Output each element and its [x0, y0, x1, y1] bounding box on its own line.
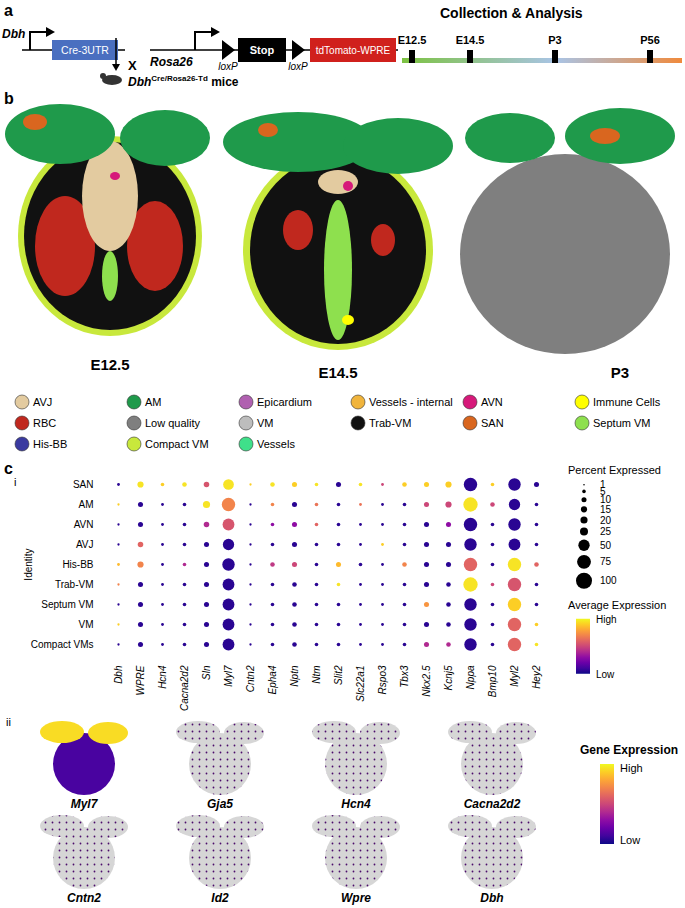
svg-text:Gene Expression: Gene Expression	[580, 743, 678, 757]
svg-text:Slit2: Slit2	[333, 665, 344, 685]
svg-text:Dbh: Dbh	[480, 891, 503, 905]
svg-text:Hey2: Hey2	[531, 665, 542, 689]
svg-text:VM: VM	[257, 417, 274, 429]
svg-text:Cacna2d2: Cacna2d2	[464, 797, 521, 811]
svg-text:Trab-VM: Trab-VM	[369, 417, 411, 429]
svg-text:100: 100	[600, 575, 617, 586]
svg-text:P3: P3	[611, 364, 629, 381]
svg-text:VM: VM	[79, 619, 94, 630]
svg-text:E14.5: E14.5	[318, 364, 357, 381]
svg-text:loxP: loxP	[288, 61, 308, 72]
svg-text:ii: ii	[6, 716, 11, 728]
svg-text:Cacna2d2: Cacna2d2	[179, 665, 190, 711]
svg-text:c: c	[4, 460, 13, 477]
svg-text:Wpre: Wpre	[341, 891, 371, 905]
svg-text:AVJ: AVJ	[76, 539, 94, 550]
svg-text:Compact VM: Compact VM	[145, 438, 209, 450]
svg-text:AM: AM	[145, 396, 162, 408]
svg-text:Septum VM: Septum VM	[41, 599, 93, 610]
svg-text:Nkx2.5: Nkx2.5	[421, 665, 432, 697]
svg-text:Myl7: Myl7	[223, 665, 234, 687]
svg-text:Nppa: Nppa	[465, 665, 476, 689]
svg-text:Bmp10: Bmp10	[487, 665, 498, 697]
svg-text:Epha4: Epha4	[267, 665, 278, 694]
svg-text:P56: P56	[640, 34, 660, 46]
svg-text:Dbh: Dbh	[113, 665, 124, 684]
svg-text:AVN: AVN	[481, 396, 503, 408]
svg-text:Hcn4: Hcn4	[341, 797, 371, 811]
svg-text:AVN: AVN	[74, 519, 94, 530]
svg-text:Average Expression: Average Expression	[568, 599, 666, 611]
svg-text:Id2: Id2	[211, 891, 229, 905]
svg-text:20: 20	[600, 515, 612, 526]
svg-text:Myl2: Myl2	[509, 665, 520, 687]
svg-text:Tbx3: Tbx3	[399, 665, 410, 688]
svg-text:High: High	[620, 762, 643, 774]
svg-text:AM: AM	[79, 499, 94, 510]
svg-text:Myl7: Myl7	[71, 797, 99, 811]
svg-text:His-BB: His-BB	[62, 559, 93, 570]
svg-text:b: b	[4, 90, 14, 107]
svg-text:Dbh: Dbh	[2, 27, 25, 41]
svg-text:Rosa26: Rosa26	[150, 55, 193, 69]
svg-text:Kcnj5: Kcnj5	[443, 665, 454, 690]
svg-text:Immune Cells: Immune Cells	[593, 396, 661, 408]
svg-text:Collection & Analysis: Collection & Analysis	[440, 5, 583, 21]
svg-text:DbhCre/Rosa26-Td mice: DbhCre/Rosa26-Td mice	[128, 74, 239, 89]
svg-text:Compact VMs: Compact VMs	[31, 639, 94, 650]
svg-text:His-BB: His-BB	[33, 438, 67, 450]
svg-text:E12.5: E12.5	[398, 34, 427, 46]
svg-text:Slc22a1: Slc22a1	[355, 666, 366, 702]
svg-text:Rspo3: Rspo3	[377, 665, 388, 694]
svg-text:tdTomato-WPRE: tdTomato-WPRE	[316, 45, 391, 56]
svg-text:Low quality: Low quality	[145, 417, 201, 429]
svg-text:WPRE: WPRE	[135, 665, 146, 695]
svg-text:Cntn2: Cntn2	[245, 665, 256, 692]
svg-text:10: 10	[600, 494, 612, 506]
svg-text:75: 75	[600, 556, 612, 567]
svg-text:25: 25	[600, 526, 612, 537]
svg-text:Stop: Stop	[250, 44, 275, 56]
svg-text:Identity: Identity	[23, 548, 34, 580]
svg-text:15: 15	[600, 504, 612, 515]
svg-text:SAN: SAN	[73, 479, 94, 490]
svg-text:50: 50	[600, 540, 612, 551]
svg-text:E14.5: E14.5	[456, 34, 485, 46]
svg-text:X: X	[128, 58, 137, 73]
svg-text:Vessels: Vessels	[257, 438, 295, 450]
svg-text:Low: Low	[596, 669, 615, 680]
svg-text:Sln: Sln	[201, 665, 212, 680]
svg-text:loxP: loxP	[218, 61, 238, 72]
svg-text:Epicardium: Epicardium	[257, 396, 312, 408]
svg-text:Septum VM: Septum VM	[593, 417, 650, 429]
svg-text:Ntm: Ntm	[311, 666, 322, 684]
svg-text:Gja5: Gja5	[207, 797, 233, 811]
svg-text:RBC: RBC	[33, 417, 56, 429]
svg-text:Hcn4: Hcn4	[157, 665, 168, 689]
svg-text:Cre-3UTR: Cre-3UTR	[61, 44, 109, 56]
svg-text:i: i	[14, 476, 16, 488]
svg-text:High: High	[596, 614, 617, 625]
svg-text:Nptn: Nptn	[289, 665, 300, 687]
svg-text:Trab-VM: Trab-VM	[55, 579, 94, 590]
svg-text:a: a	[4, 2, 13, 19]
svg-text:5: 5	[600, 485, 606, 497]
svg-text:AVJ: AVJ	[33, 396, 52, 408]
svg-text:E12.5: E12.5	[90, 356, 129, 373]
svg-text:Percent Expressed: Percent Expressed	[568, 464, 661, 476]
svg-text:Vessels - internal: Vessels - internal	[369, 396, 453, 408]
svg-text:1: 1	[600, 479, 606, 491]
svg-text:Cntn2: Cntn2	[67, 891, 101, 905]
svg-text:SAN: SAN	[481, 417, 504, 429]
svg-text:P3: P3	[548, 34, 561, 46]
svg-text:Low: Low	[620, 834, 640, 846]
